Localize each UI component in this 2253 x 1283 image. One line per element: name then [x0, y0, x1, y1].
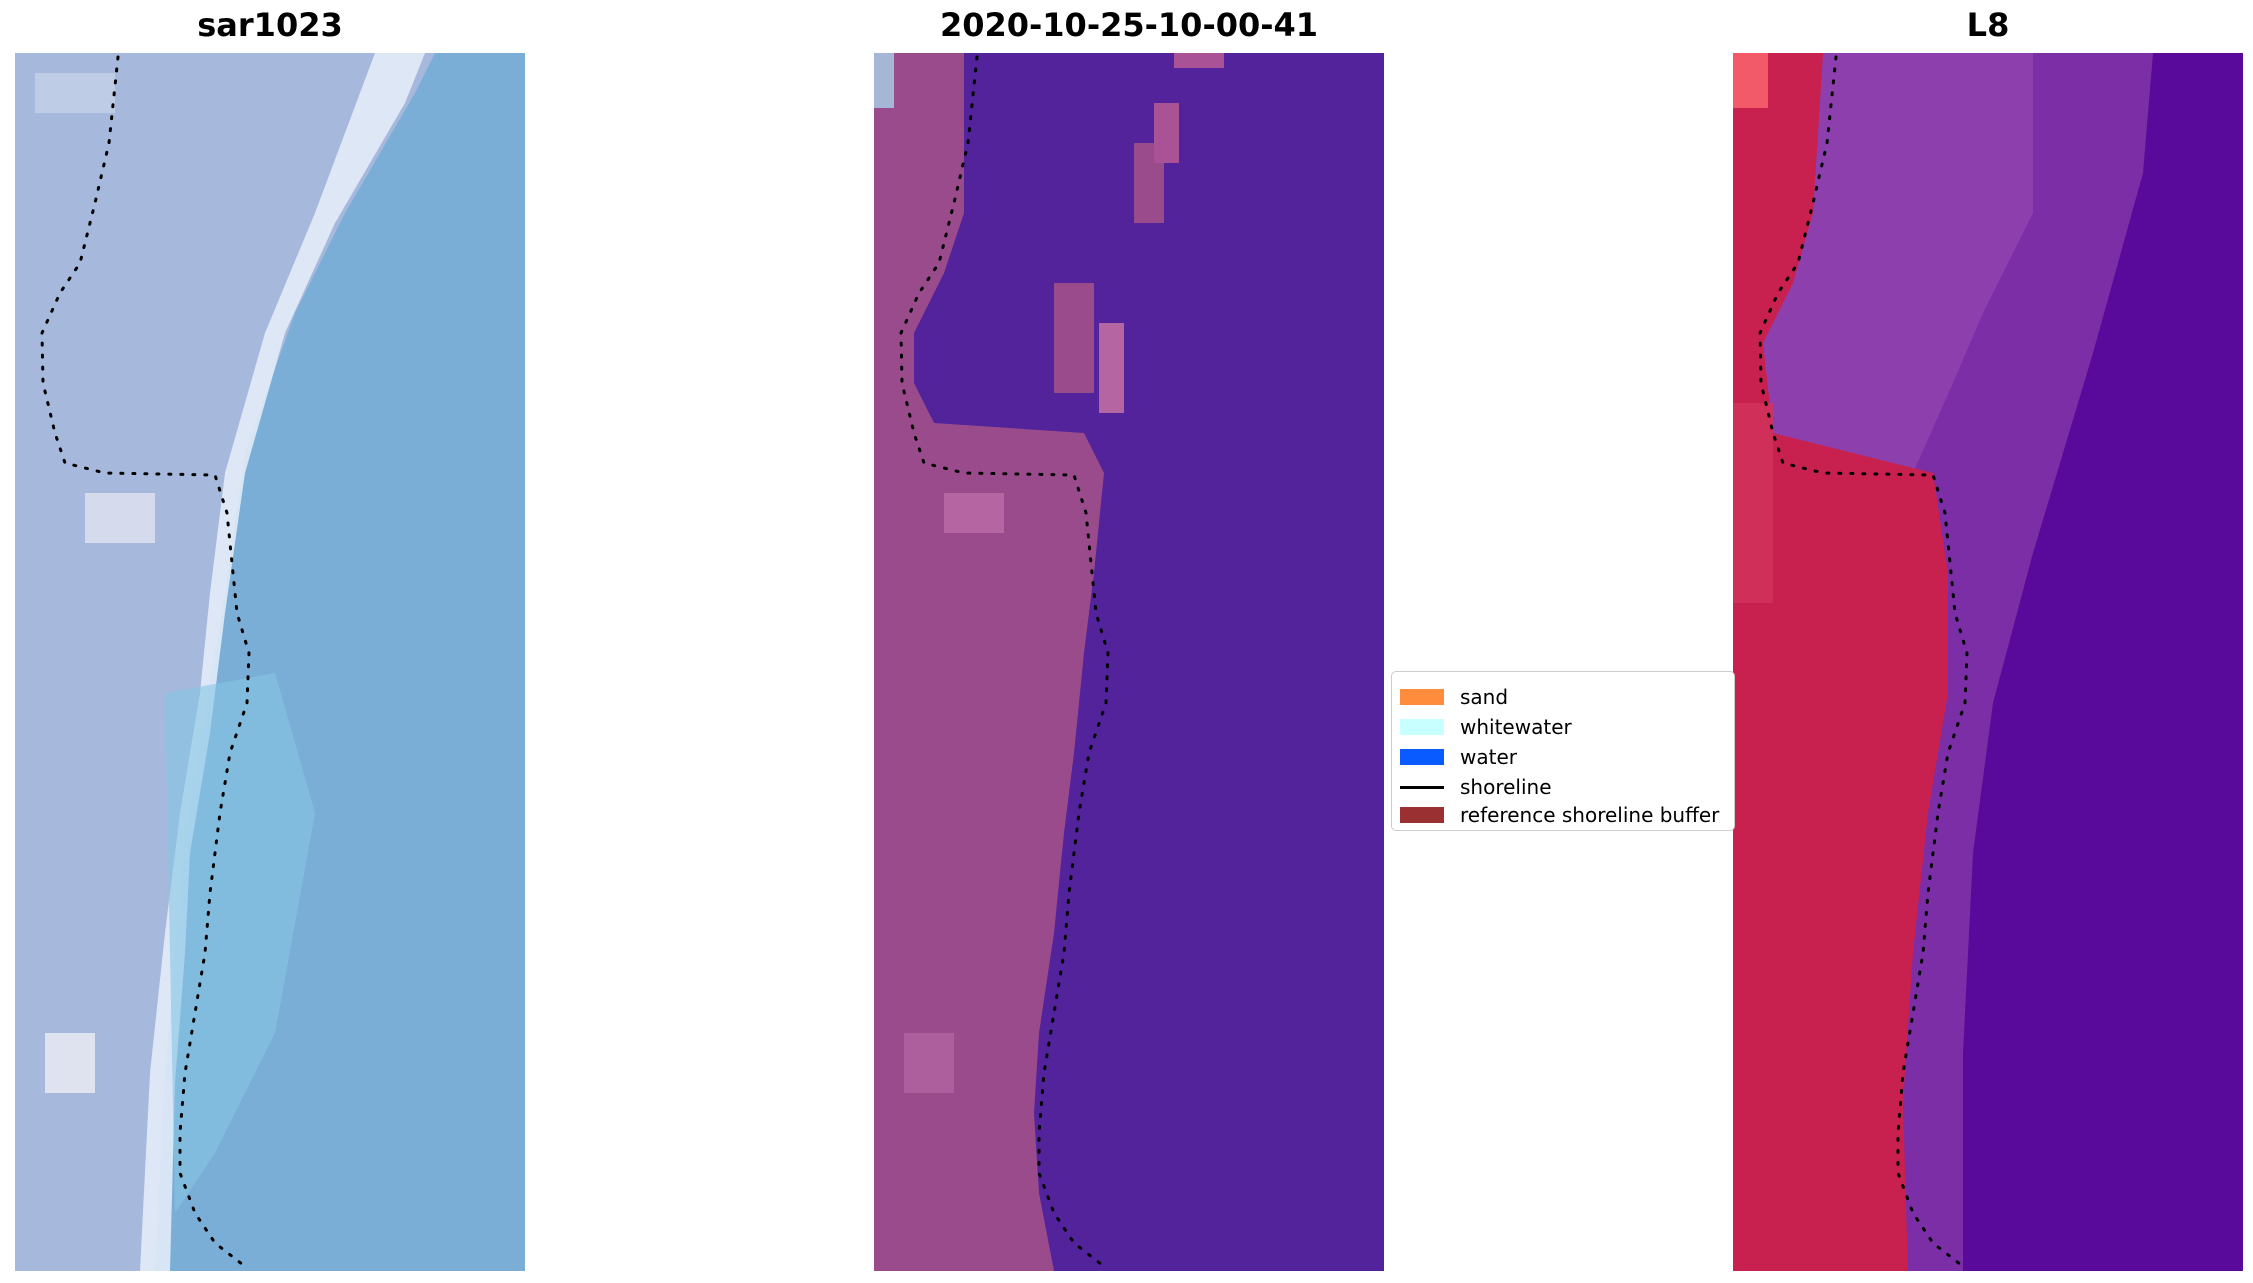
panel-title-l8: L8: [1966, 6, 2010, 44]
l8-image: [1733, 53, 2243, 1271]
sar-image-panel: [15, 53, 525, 1271]
legend: sand whitewater water shoreline referenc…: [1391, 671, 1735, 831]
shoreline-line-swatch: [1400, 785, 1444, 789]
water-swatch: [1400, 749, 1444, 765]
legend-item-sand: sand: [1400, 684, 1508, 710]
legend-item-shoreline: shoreline: [1400, 774, 1552, 800]
legend-item-reference-buffer: reference shoreline buffer: [1400, 802, 1719, 828]
legend-label-water: water: [1460, 745, 1517, 769]
classified-image: [874, 53, 1384, 1271]
legend-label-sand: sand: [1460, 685, 1509, 709]
l8-image-panel: [1733, 53, 2243, 1271]
legend-item-whitewater: whitewater: [1400, 714, 1572, 740]
reference-buffer-swatch: [1400, 807, 1444, 823]
panel-title-sar: sar1023: [197, 6, 343, 44]
legend-label-shoreline: shoreline: [1460, 775, 1552, 799]
sand-swatch: [1400, 689, 1444, 705]
panel-title-classified: 2020-10-25-10-00-41: [939, 6, 1319, 44]
sar-image: [15, 53, 525, 1271]
legend-item-water: water: [1400, 744, 1517, 770]
whitewater-swatch: [1400, 719, 1444, 735]
legend-label-whitewater: whitewater: [1460, 715, 1572, 739]
classified-image-panel: [874, 53, 1384, 1271]
legend-label-reference-buffer: reference shoreline buffer: [1460, 803, 1720, 827]
